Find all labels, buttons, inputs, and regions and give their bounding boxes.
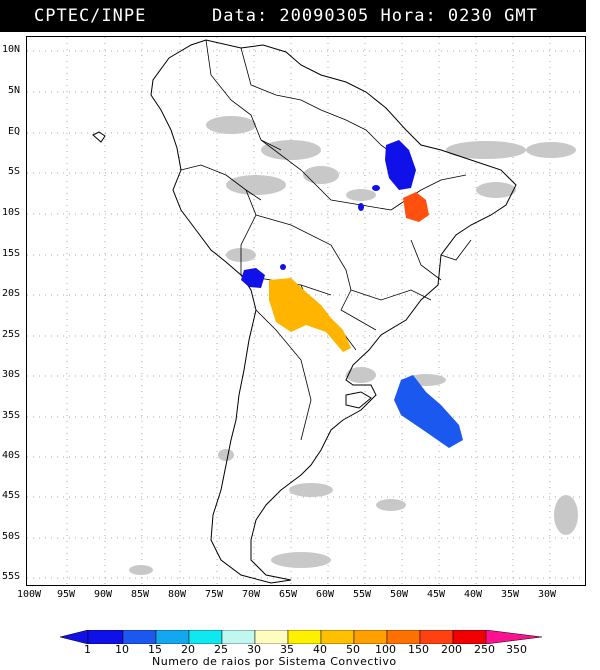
- lon-label-70w: 70W: [242, 589, 261, 600]
- colorbar-tick-25: 25: [214, 643, 228, 656]
- colorbar-right-arrow: [485, 630, 542, 644]
- lon-label-85w: 85W: [131, 589, 150, 600]
- colorbar-tick-150: 150: [408, 643, 429, 656]
- colorbar-swatch: [87, 630, 124, 644]
- lon-label-40w: 40W: [464, 589, 483, 600]
- colorbar-left-arrow: [60, 630, 89, 644]
- colorbar-tick-10: 10: [115, 643, 129, 656]
- lon-label-65w: 65W: [279, 589, 298, 600]
- lat-label-5n: 5N: [8, 85, 21, 96]
- colorbar-tick-15: 15: [148, 643, 162, 656]
- date-time-label: Data: 20090305 Hora: 0230 GMT: [212, 6, 538, 26]
- lon-label-45w: 45W: [427, 589, 446, 600]
- lon-label-75w: 75W: [205, 589, 224, 600]
- lon-label-80w: 80W: [168, 589, 187, 600]
- colorbar-tick-250: 250: [474, 643, 495, 656]
- colorbar-title: Numero de raios por Sistema Convectivo: [152, 655, 397, 668]
- colorbar-swatch: [287, 630, 322, 644]
- lon-label-100w: 100W: [17, 589, 42, 600]
- colorbar-tick-35: 35: [280, 643, 294, 656]
- lat-label-25s: 25S: [2, 329, 21, 340]
- org-label: CPTEC/INPE: [34, 6, 147, 26]
- colorbar-tick-30: 30: [247, 643, 261, 656]
- colorbar-swatch: [386, 630, 421, 644]
- colorbar-swatch: [122, 630, 157, 644]
- lat-label-5s: 5S: [8, 166, 21, 177]
- colorbar-swatch: [452, 630, 487, 644]
- cloud-cover: [129, 116, 578, 575]
- system-south-atlantic: [394, 375, 463, 448]
- system-bolivia-paraguay: [269, 278, 351, 352]
- lon-label-55w: 55W: [353, 589, 372, 600]
- coastlines: [92, 39, 517, 584]
- lat-label-20s: 20S: [2, 288, 21, 299]
- map-canvas: [27, 37, 585, 585]
- colorbar-tick-40: 40: [313, 643, 327, 656]
- lon-label-95w: 95W: [57, 589, 76, 600]
- colorbar-tick-100: 100: [375, 643, 396, 656]
- lat-label-45s: 45S: [2, 490, 21, 501]
- lat-label-10n: 10N: [2, 44, 21, 55]
- lat-label-eq: EQ: [8, 126, 21, 137]
- lon-label-90w: 90W: [94, 589, 113, 600]
- colorbar-tick-20: 20: [181, 643, 195, 656]
- colorbar-swatch: [155, 630, 190, 644]
- colorbar-tick-50: 50: [346, 643, 360, 656]
- lat-label-50s: 50S: [2, 531, 21, 542]
- colorbar: [60, 630, 542, 644]
- colorbar-swatch: [254, 630, 289, 644]
- lat-label-10s: 10S: [2, 207, 21, 218]
- lat-label-35s: 35S: [2, 410, 21, 421]
- system-ne-brazil: [385, 140, 416, 190]
- lon-label-60w: 60W: [316, 589, 335, 600]
- lat-label-40s: 40S: [2, 450, 21, 461]
- title-bar: CPTEC/INPE Data: 20090305 Hora: 0230 GMT: [0, 0, 586, 32]
- lat-label-15s: 15S: [2, 248, 21, 259]
- lon-label-50w: 50W: [390, 589, 409, 600]
- colorbar-swatch: [320, 630, 355, 644]
- system-altiplano: [241, 268, 265, 288]
- colorbar-tick-200: 200: [441, 643, 462, 656]
- colorbar-swatch: [353, 630, 388, 644]
- colorbar-tick-1: 1: [84, 643, 91, 656]
- map-panel: [26, 36, 586, 586]
- system-tocantins: [403, 192, 429, 222]
- colorbar-swatch: [188, 630, 223, 644]
- convective-systems: [241, 140, 463, 448]
- lon-label-30w: 30W: [538, 589, 557, 600]
- lon-label-35w: 35W: [501, 589, 520, 600]
- lat-label-30s: 30S: [2, 369, 21, 380]
- colorbar-tick-350: 350: [506, 643, 527, 656]
- lat-label-55s: 55S: [2, 571, 21, 582]
- colorbar-swatch: [221, 630, 256, 644]
- colorbar-swatch: [419, 630, 454, 644]
